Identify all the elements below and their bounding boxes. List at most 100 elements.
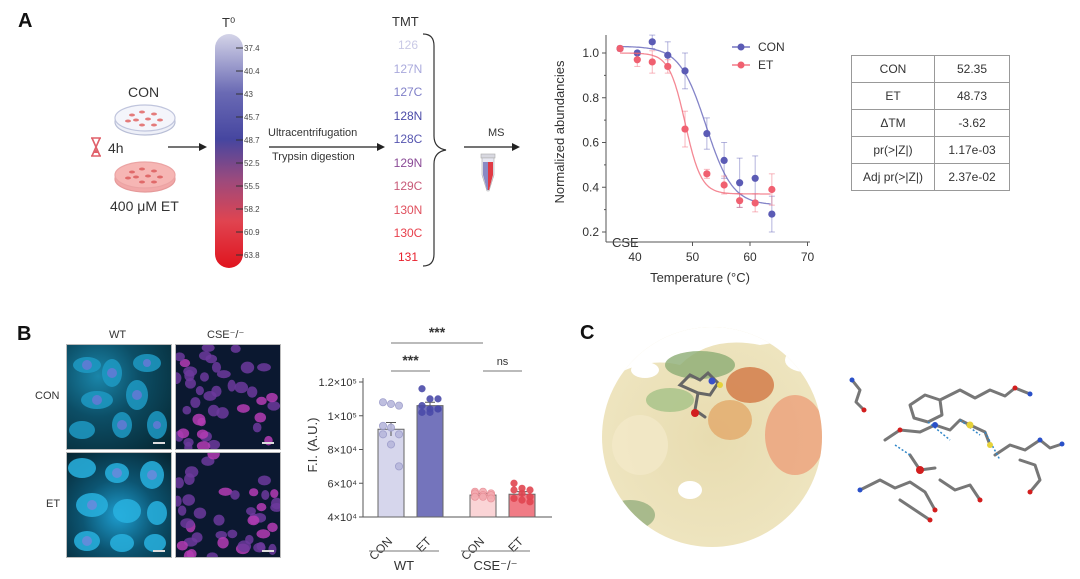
- stats-key: ET: [851, 82, 935, 110]
- data-point-con: [664, 51, 672, 59]
- data-point: [418, 408, 426, 416]
- stats-row: Adj pr(>|Z|) 2.37e-02: [851, 163, 1010, 191]
- et-dish-icon: [114, 161, 176, 193]
- data-point: [510, 479, 518, 487]
- bar-1: [416, 405, 444, 518]
- data-point: [426, 408, 434, 416]
- y-tick-label: 0.2: [582, 225, 599, 239]
- data-point: [510, 494, 518, 503]
- data-point-et: [751, 199, 759, 207]
- tmt-channel-label: 126: [397, 38, 419, 52]
- x-axis-label: Temperature (°C): [650, 270, 750, 285]
- data-point: [518, 489, 526, 497]
- y-tick-label: 6×10⁴: [327, 478, 357, 490]
- data-point: [426, 395, 434, 403]
- legend-label-con: CON: [758, 40, 785, 54]
- data-point-et: [681, 125, 689, 133]
- temperature-tick-label: 60.9: [244, 228, 260, 237]
- data-point-et: [768, 185, 776, 194]
- thermometer-title: T⁰: [222, 15, 236, 30]
- micrograph-cse-ko-et: [175, 452, 281, 558]
- y-axis-label: F.I. (A.U.): [305, 418, 320, 473]
- tmt-channel-label: 128N: [393, 108, 423, 123]
- data-point: [379, 398, 388, 407]
- x-category-label: ET: [505, 534, 526, 555]
- data-point: [379, 430, 388, 439]
- data-point: [387, 399, 396, 408]
- temperature-tick-label: 37.4: [244, 44, 260, 53]
- data-point-et: [664, 62, 672, 71]
- data-point-et: [736, 197, 744, 205]
- x-tick-label: 50: [686, 250, 700, 264]
- y-tick-label: 1.0: [582, 46, 599, 60]
- legend: CON ET: [732, 40, 785, 72]
- row-label-et: ET: [46, 498, 61, 510]
- temperature-tick-label: 63.8: [244, 251, 260, 260]
- temperature-tick-label: 58.2: [244, 205, 260, 214]
- stats-value: 52.35: [934, 55, 1010, 83]
- temperature-tick-label: 52.5: [244, 159, 260, 168]
- tmt-channel-label: 127C: [393, 85, 423, 99]
- col-label-wt: WT: [109, 329, 127, 341]
- stats-row: ΔTM -3.62: [851, 109, 1010, 137]
- stats-key: ΔTM: [851, 109, 935, 137]
- x-tick-label: 70: [801, 250, 815, 264]
- y-axis-label: Normalized abundancies: [552, 60, 567, 204]
- data-point: [387, 440, 396, 449]
- y-tick-label: 1×10⁵: [328, 411, 357, 423]
- protein-surface-image: [602, 327, 822, 547]
- temperature-tick-label: 48.7: [244, 136, 260, 145]
- et-label: 400 μM ET: [110, 198, 179, 214]
- tmt-channel-label: 130C: [393, 226, 423, 240]
- data-point-con: [720, 156, 728, 164]
- stats-key: CON: [851, 55, 935, 83]
- x-tick-label: 60: [743, 250, 757, 264]
- step-trypsin: Trypsin digestion: [272, 151, 355, 163]
- con-label: CON: [128, 84, 160, 100]
- legend-marker-con: [737, 43, 745, 51]
- temperature-gradient-bar: 37.4 40.4 43 45.7 48.7 52.5 55.5 58.2 60.9 63.8: [215, 34, 260, 268]
- y-tick-label: 4×10⁴: [327, 512, 357, 524]
- data-point: [379, 421, 388, 430]
- tmt-channel-label: 129N: [393, 155, 423, 170]
- stats-row: CON 52.35: [851, 55, 1010, 83]
- arrow-icon: [269, 143, 385, 151]
- significance-label: ns: [497, 356, 509, 368]
- panel-b-letter: B: [17, 323, 32, 345]
- data-point: [395, 430, 404, 439]
- col-label-cse-ko: CSE⁻/⁻: [207, 329, 245, 341]
- legend-marker-et: [737, 61, 745, 69]
- stats-key: pr(>|Z|): [851, 136, 935, 164]
- ms-label: MS: [488, 127, 505, 139]
- tmt-title: TMT: [392, 14, 419, 29]
- data-point: [510, 486, 518, 494]
- y-tick-label: 0.4: [582, 180, 599, 194]
- data-point: [395, 462, 404, 471]
- tm-stats-table: CON 52.35 ET 48.73 ΔTM -3.62 pr(>|Z|) 1.17e-03 A…: [851, 55, 1010, 191]
- stats-row: pr(>|Z|) 1.17e-03: [851, 136, 1010, 164]
- con-dish-icon: [114, 104, 176, 136]
- data-point-et: [703, 170, 711, 178]
- tmt-channel-label: 130N: [393, 202, 423, 217]
- tmt-channel-label: 127N: [393, 61, 423, 76]
- tmt-channel-label: 129C: [393, 179, 423, 193]
- data-point-con: [648, 38, 656, 46]
- temperature-tick-label: 40.4: [244, 67, 260, 76]
- stats-value: 2.37e-02: [934, 163, 1010, 191]
- temperature-tick-label: 55.5: [244, 182, 260, 191]
- data-point-et: [633, 56, 641, 64]
- micrograph-cse-ko-con: [175, 344, 281, 450]
- data-point-et: [648, 58, 656, 66]
- tmt-channel-label: 128C: [393, 132, 423, 146]
- data-point: [526, 498, 534, 506]
- stats-key: Adj pr(>|Z|): [851, 163, 935, 191]
- hourglass-icon: [91, 137, 101, 157]
- data-point-et: [616, 44, 624, 53]
- fit-curve-et: [620, 52, 771, 195]
- x-category-label: CON: [366, 534, 395, 563]
- data-point: [526, 486, 534, 494]
- tmt-channel-label: 131: [397, 249, 419, 264]
- data-point: [518, 484, 526, 492]
- sample-tube-icon: [480, 153, 496, 192]
- data-point: [395, 401, 404, 410]
